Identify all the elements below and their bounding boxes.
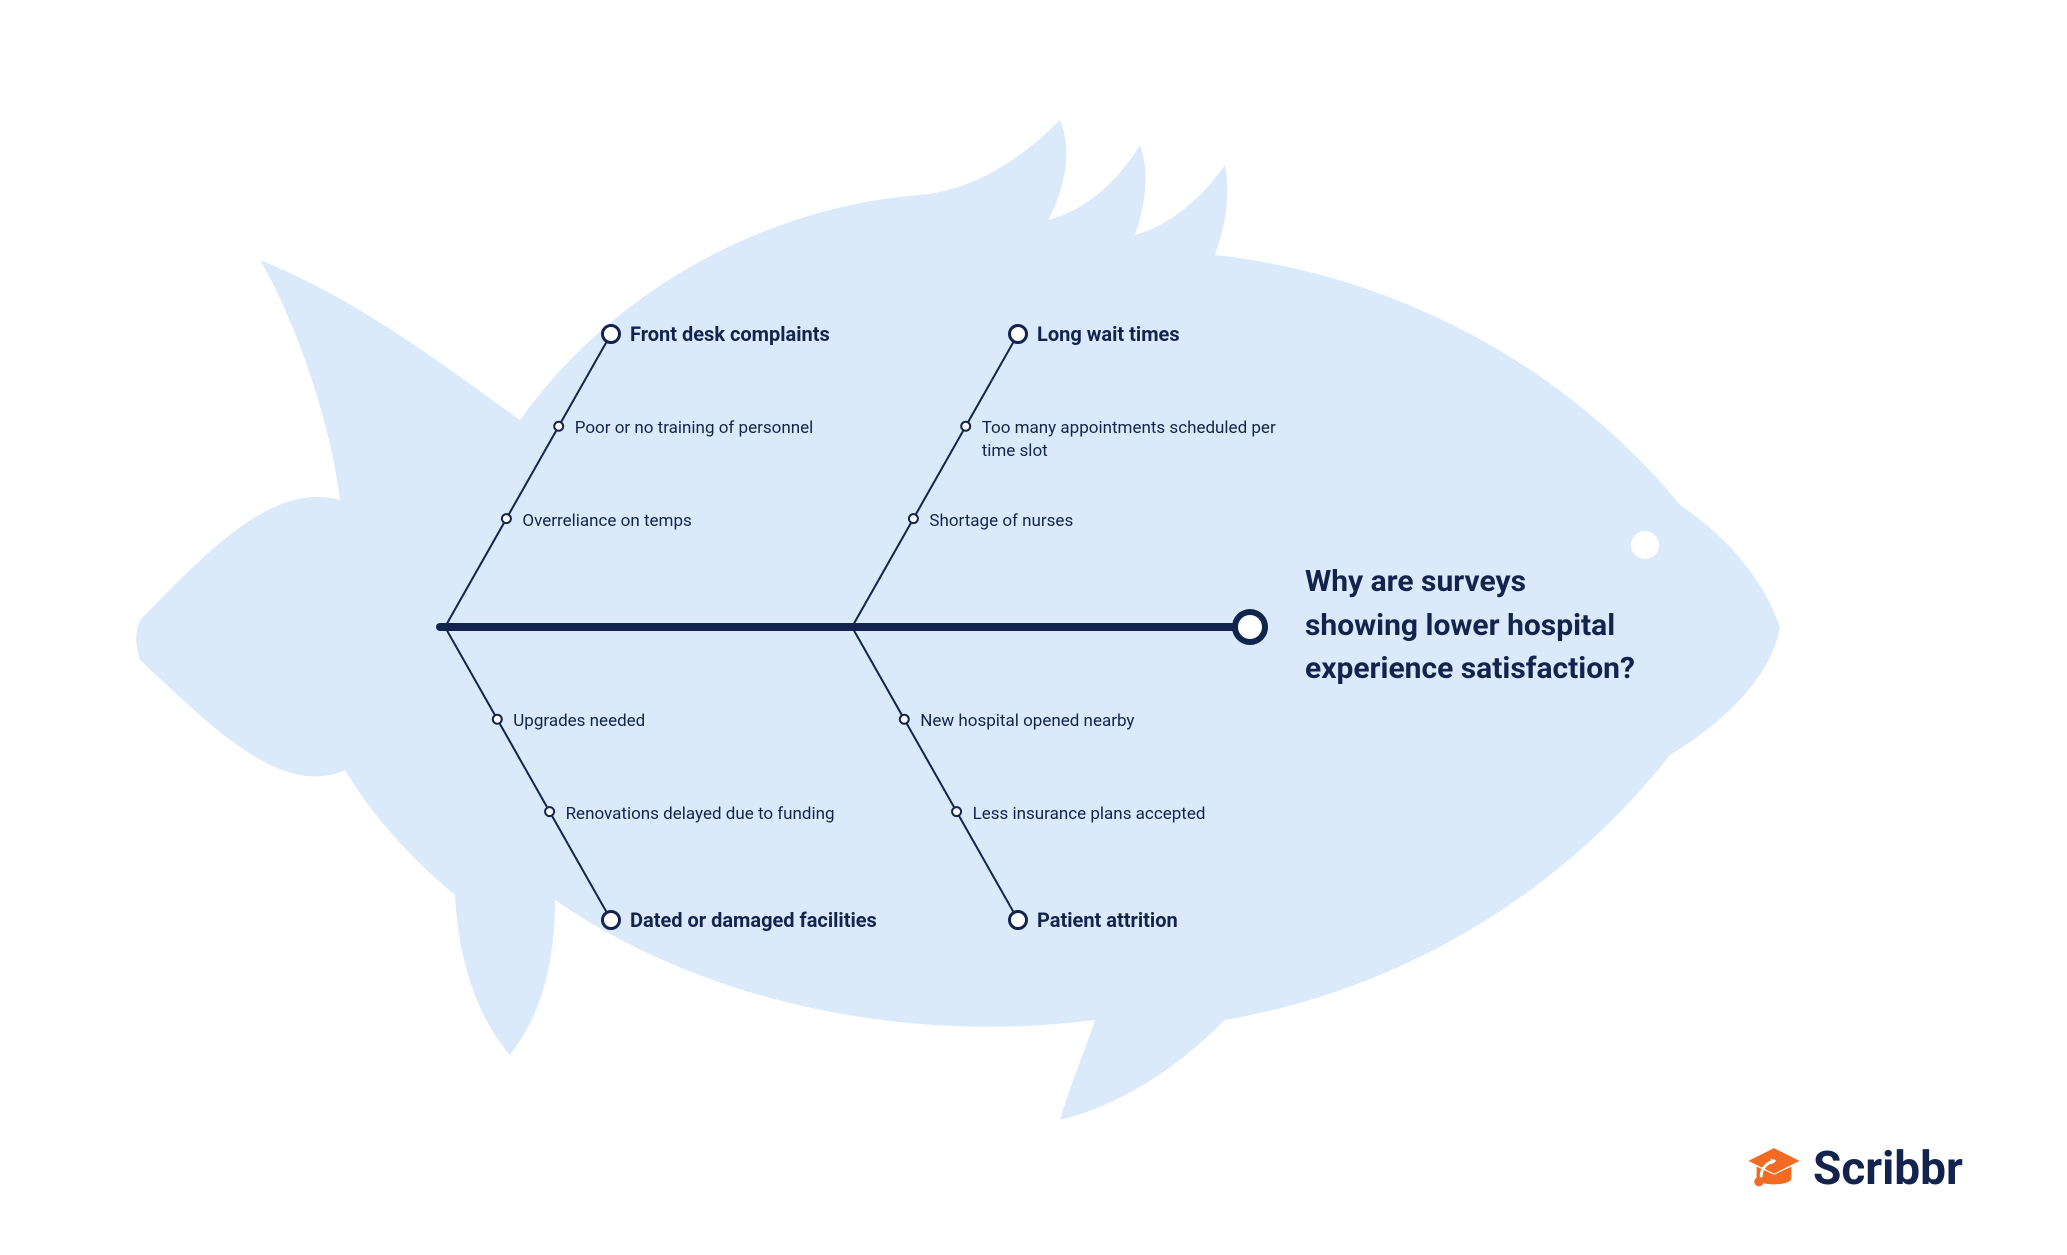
fishbone-diagram: Why are surveys showing lower hospital e… [0,0,2067,1255]
branch-title-patient-attrition: Patient attrition [1037,908,1178,932]
cause-front-desk-1: Poor or no training of personnel [575,417,915,440]
graduation-cap-icon [1745,1140,1803,1198]
cause-front-desk-0: Overreliance on temps [522,510,822,533]
cause-dated-facilities-0: Upgrades needed [513,710,813,733]
effect-line-3: experience satisfaction? [1305,647,1635,691]
cause-long-wait-1: Too many appointments scheduled per time… [982,417,1282,463]
cause-patient-attrition-1: Less insurance plans accepted [973,803,1293,826]
branch-title-front-desk: Front desk complaints [630,322,830,346]
scribbr-logo: Scribbr [1745,1140,1963,1198]
diagram-svg [0,0,2067,1255]
cause-long-wait-0: Shortage of nurses [929,510,1229,533]
branch-title-long-wait: Long wait times [1037,322,1180,346]
logo-text: Scribbr [1813,1142,1963,1196]
effect-line-1: Why are surveys [1305,560,1635,604]
branch-title-dated-facilities: Dated or damaged facilities [630,908,877,932]
effect-statement: Why are surveys showing lower hospital e… [1305,560,1635,691]
cause-dated-facilities-1: Renovations delayed due to funding [566,803,906,826]
effect-line-2: showing lower hospital [1305,604,1635,648]
cause-patient-attrition-0: New hospital opened nearby [920,710,1240,733]
